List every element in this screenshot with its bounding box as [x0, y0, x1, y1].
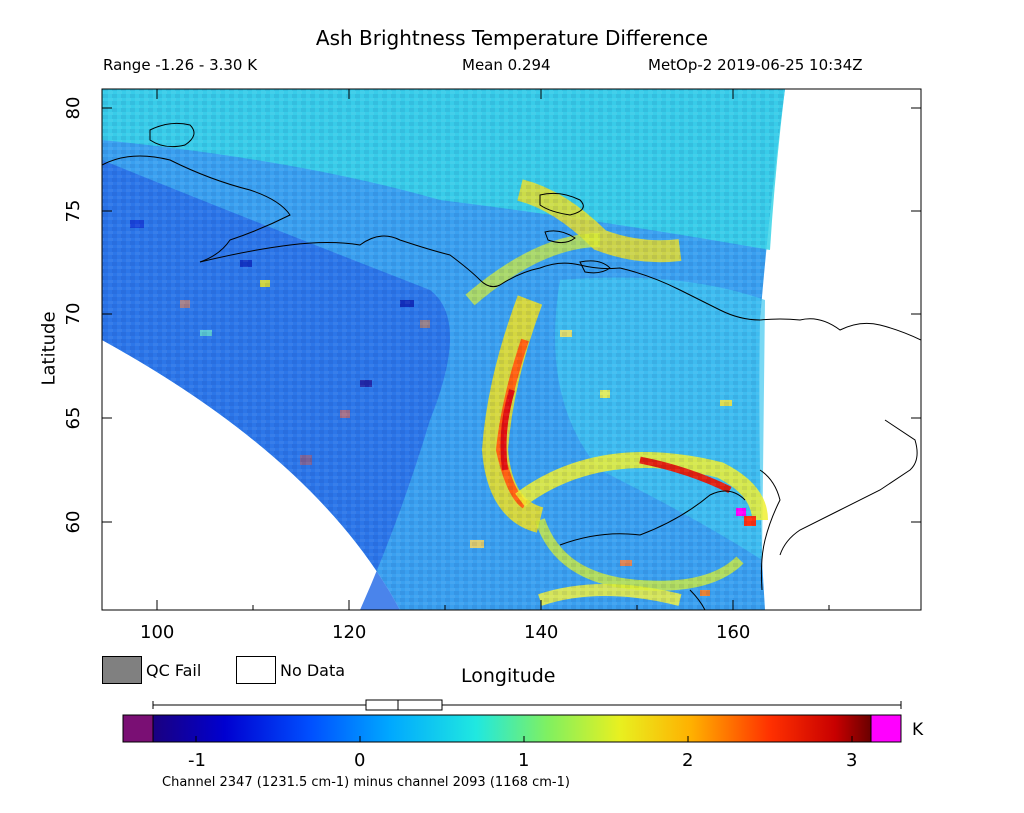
colorbar-boxplot	[365, 699, 443, 711]
x-tick-label: 120	[332, 622, 367, 643]
qc-fail-swatch	[102, 656, 142, 684]
plot-frame	[101, 88, 922, 611]
x-tick-label: 160	[716, 622, 751, 643]
coastlines	[102, 122, 921, 610]
coastline-kuril	[689, 589, 706, 610]
coastline-taymyr	[102, 155, 291, 263]
coastline-okhotsk	[559, 490, 746, 546]
swath-texture	[102, 89, 785, 610]
colorbar-tick-label: -1	[188, 750, 206, 771]
coastline-bering	[779, 419, 918, 556]
coastline-wrangel	[579, 260, 611, 274]
y-axis-ticks	[102, 107, 921, 523]
y-axis-label: Latitude	[38, 311, 60, 386]
colorbar-over-swatch	[870, 714, 902, 743]
colorbar-caption: Channel 2347 (1231.5 cm-1) minus channel…	[162, 775, 570, 790]
x-tick-label: 140	[524, 622, 559, 643]
coastline-east-siberian-sea	[499, 262, 761, 321]
map-title: Ash Brightness Temperature Difference	[315, 26, 709, 50]
mean-label: Mean 0.294	[462, 56, 551, 74]
colorbar-gradient	[152, 714, 872, 743]
colorbar-tick-label: 0	[354, 750, 366, 771]
coastline-bennett-island	[544, 230, 576, 244]
y-tick-label: 75	[62, 199, 84, 223]
no-data-swatch	[236, 656, 276, 684]
coastline-severnaya-zemlya	[149, 122, 195, 148]
colorbar-under-swatch	[122, 714, 154, 743]
y-tick-label: 65	[62, 406, 84, 430]
satellite-time-label: MetOp-2 2019-06-25 10:34Z	[648, 56, 863, 74]
y-tick-label: 80	[62, 96, 84, 120]
coastline-new-siberian-islands	[539, 192, 584, 216]
coastline-kamchatka	[759, 469, 781, 591]
y-tick-label: 60	[62, 510, 84, 534]
colorbar-units: K	[912, 720, 924, 740]
swath-data-layer	[102, 89, 921, 610]
colorbar-tick-label: 1	[518, 750, 530, 771]
x-axis-ticks	[156, 89, 830, 610]
x-tick-label: 100	[140, 622, 175, 643]
range-label: Range -1.26 - 3.30 K	[103, 56, 258, 74]
colorbar-tick-label: 2	[682, 750, 694, 771]
coastline-laptev-sea	[199, 235, 501, 288]
no-data-label: No Data	[280, 661, 346, 680]
colorbar-tick-label: 3	[846, 750, 858, 771]
x-axis-label: Longitude	[461, 665, 556, 687]
coastline-chukotka	[759, 318, 921, 341]
y-tick-label: 70	[62, 302, 84, 326]
colorbar-ticks	[195, 736, 853, 742]
qc-fail-label: QC Fail	[146, 661, 202, 680]
